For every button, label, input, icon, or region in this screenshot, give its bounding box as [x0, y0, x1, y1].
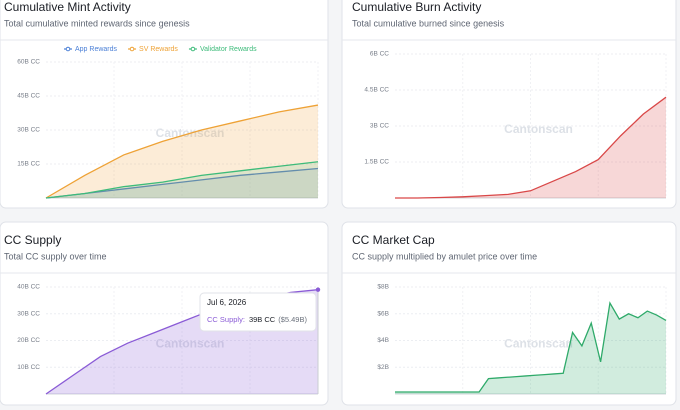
hover-point [315, 287, 321, 292]
area [395, 303, 666, 394]
y-tick-label: $2B [377, 364, 389, 371]
y-tick-label: 20B CC [17, 337, 40, 344]
y-tick-label: $8B [377, 284, 389, 291]
tooltip-secondary: ($5.49B) [278, 315, 307, 324]
y-tick-label: $4B [377, 337, 389, 344]
line [45, 161, 319, 199]
area [46, 105, 318, 198]
y-tick-label: 45B CC [17, 93, 40, 100]
watermark: Cantonscan [504, 337, 573, 351]
card-title: Cumulative Burn Activity [352, 0, 481, 14]
tooltip-value: 39B CC [249, 315, 276, 324]
legend-label: SV Rewards [139, 46, 178, 53]
watermark: Cantonscan [504, 122, 573, 136]
card-subtitle: Total cumulative minted rewards since ge… [4, 18, 190, 28]
y-tick-label: 15B CC [17, 161, 40, 168]
legend-swatch [190, 46, 196, 52]
y-tick-label: 1.5B CC [364, 159, 389, 166]
tooltip-label: CC Supply: [207, 315, 245, 324]
y-tick-label: 3B CC [370, 123, 389, 130]
card-title: CC Market Cap [352, 233, 435, 247]
y-tick-label: 40B CC [17, 284, 40, 291]
y-tick-label: 6B CC [370, 51, 389, 58]
card-title: CC Supply [4, 233, 61, 247]
legend-swatch [129, 46, 135, 52]
y-tick-label: 30B CC [17, 310, 40, 317]
legend-label: Validator Rewards [200, 46, 257, 53]
y-tick-label: 4.5B CC [364, 87, 389, 94]
card-subtitle: CC supply multiplied by amulet price ove… [352, 251, 537, 261]
y-tick-label: 30B CC [17, 127, 40, 134]
card-subtitle: Total CC supply over time [4, 251, 107, 261]
line [45, 104, 319, 199]
card [0, 0, 329, 209]
line [395, 301, 667, 393]
card [341, 0, 677, 209]
card-title: Cumulative Mint Activity [4, 0, 131, 14]
card-subtitle: Total cumulative burned since genesis [352, 18, 505, 28]
tooltip-title: Jul 6, 2026 [207, 298, 247, 307]
legend-swatch [65, 46, 71, 52]
y-tick-label: $6B [377, 310, 389, 317]
legend-label: App Rewards [75, 46, 118, 53]
area [395, 97, 666, 198]
y-tick-label: 10B CC [17, 364, 40, 371]
tooltip [199, 292, 317, 332]
line [395, 96, 667, 199]
y-tick-label: 60B CC [17, 59, 40, 66]
